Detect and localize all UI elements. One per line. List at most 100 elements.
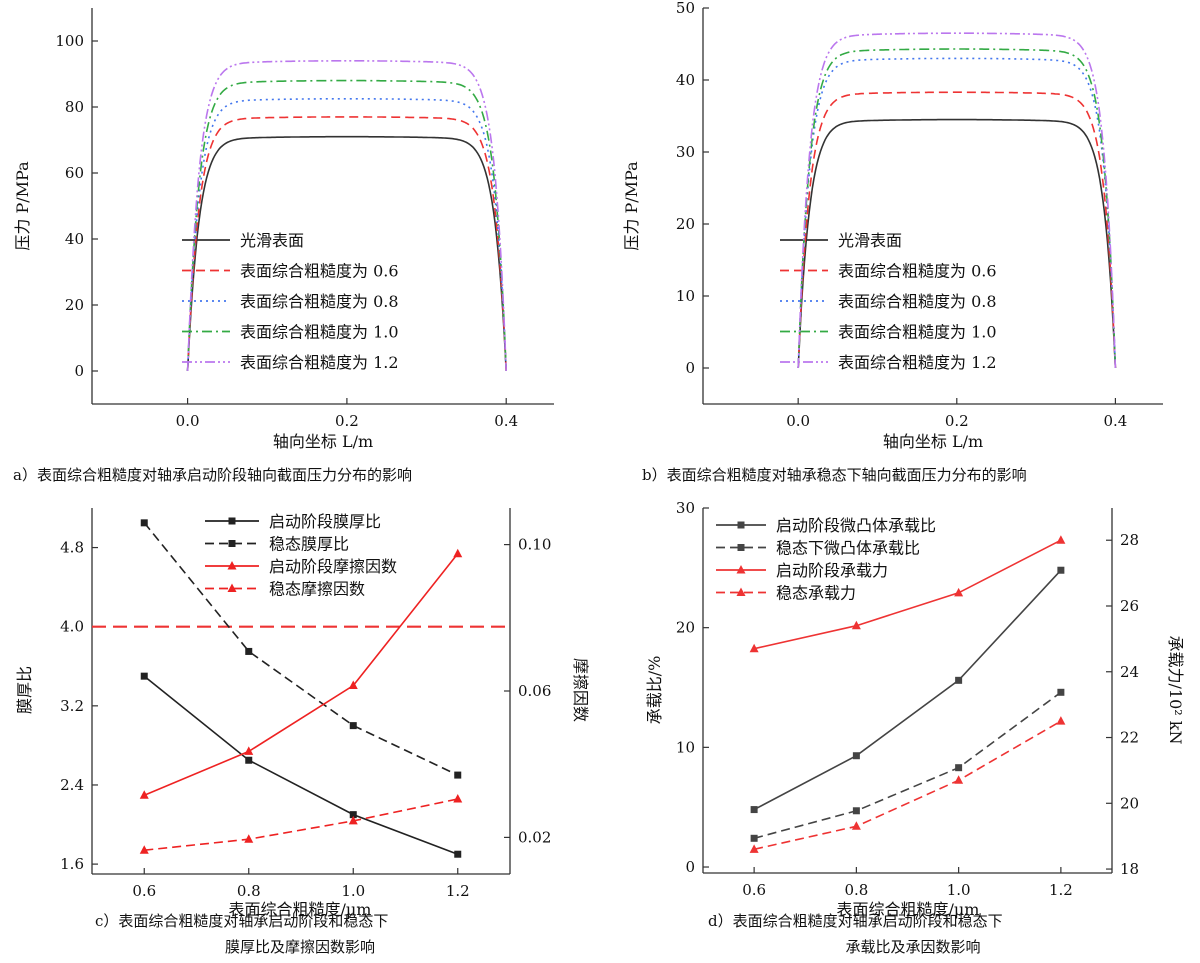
legend-label-2: 启动阶段摩擦因数 [269,557,397,576]
y-tick-label: 40 [676,71,695,89]
x-tick-label: 0.4 [494,412,518,430]
legend-label-0: 光滑表面 [838,231,902,250]
series-line-4 [186,60,507,372]
data-point-square [454,850,462,858]
legend-label-3: 表面综合粗糙度为 1.0 [240,323,399,342]
y-axis-label: 承载比/% [645,656,664,725]
series-line-0 [143,675,458,855]
legend-label-0: 光滑表面 [240,231,304,250]
data-point-square [955,676,963,684]
data-point-triangle [453,548,463,558]
series-line-1 [753,691,1062,840]
series-line-0 [797,118,1117,369]
series-line-3 [753,720,1062,851]
data-point-square [1057,688,1065,696]
y-tick-label: 30 [676,499,695,517]
caption-d-line-0: d）表面综合粗糙度对轴承启动阶段和稳态下 [708,912,1003,930]
x-tick-label: 1.0 [947,881,971,899]
data-point-square [140,519,148,527]
y-tick-label: 0 [685,359,695,377]
data-point-square [454,771,462,779]
series-line-2 [753,539,1062,650]
y-tick-label: 60 [65,164,84,182]
data-point-square [955,764,963,772]
data-point-square [750,834,758,842]
legend-label-3: 稳态承载力 [776,584,856,603]
y-right-tick-label: 22 [1120,729,1139,747]
y-right-tick-label: 20 [1120,794,1139,812]
data-point-triangle [244,746,254,755]
caption-d-line-1: 承载比及承因数影响 [845,938,980,956]
captions: a）表面综合粗糙度对轴承启动阶段轴向截面压力分布的影响 b）表面综合粗糙度对轴承稳… [13,466,1027,956]
legend-marker [227,561,237,570]
data-point-triangle [851,620,861,630]
panel-a: 0.0 0.2 0.4 0 20 40 60 80 100 轴向坐标 L/m 压力 P/MPa 光滑表… [13,8,554,451]
x-tick-label: 1.2 [1049,881,1073,899]
series-line-3 [144,798,458,851]
data-point-square [750,806,758,814]
y-right-tick-label: 18 [1120,860,1139,878]
y-tick-label: 40 [65,230,84,248]
series-line-1 [797,91,1117,369]
caption-c-line-1: 膜厚比及摩擦因数影响 [225,938,375,956]
data-point-triangle [1056,535,1066,544]
series-line-1 [143,522,459,776]
series-line-2 [797,57,1117,369]
x-tick-label: 0.8 [237,882,261,900]
data-point-triangle [749,844,759,853]
y-right-tick-label: 28 [1120,531,1139,549]
x-tick-label: 0.0 [176,412,200,430]
data-point-square [245,647,253,655]
y-tick-label: 4.8 [60,539,84,557]
y-tick-label: 20 [65,296,84,314]
data-point-square [140,672,148,680]
caption-c-line-0: c）表面综合粗糙度对轴承启动阶段和稳态下 [95,912,388,930]
x-tick-label: 1.0 [341,882,365,900]
legend-label-1: 稳态下微凸体承载比 [776,539,920,558]
data-point-triangle [348,680,358,690]
data-point-triangle [139,790,149,799]
legend-label-3: 稳态摩擦因数 [269,580,365,599]
x-axis-label: 表面综合粗糙度/μm [837,900,980,919]
x-axis-label: 表面综合粗糙度/μm [229,900,372,919]
data-point-square [349,811,357,819]
y-tick-label: 10 [676,738,695,756]
x-axis-label: 轴向坐标 L/m [883,432,983,451]
legend-marker [228,540,236,547]
y-tick-label: 80 [65,98,84,116]
data-point-triangle [453,793,463,803]
caption-b-line-0: b）表面综合粗糙度对轴承稳态下轴向截面压力分布的影响 [642,466,1027,484]
x-tick-label: 0.0 [786,412,810,430]
data-point-triangle [348,815,358,825]
y-axis-label: 膜厚比 [15,666,34,714]
series-line-3 [186,79,507,372]
series-line-4 [797,32,1117,369]
y-tick-label: 4.0 [60,618,84,636]
legend-marker [228,517,236,525]
data-point-triangle [749,643,759,653]
y-right-tick-label: 26 [1120,597,1139,615]
panel-d: 0.6 0.8 1.0 1.2 0 10 20 30 18 20 22 24 26 28 表面综合粗糙度/μ… [645,499,1185,919]
y-right-tick-label: 0.02 [518,828,551,846]
legend-marker [736,587,746,596]
x-tick-label: 0.2 [945,412,969,430]
legend-label-1: 表面综合粗糙度为 0.6 [838,262,997,281]
y-tick-label: 50 [676,0,695,17]
series-line-2 [143,553,459,797]
legend-label-1: 表面综合粗糙度为 0.6 [240,262,399,281]
y-axis-label: 压力 P/MPa [622,161,641,251]
y-axis-label: 压力 P/MPa [13,161,32,251]
data-point-triangle [954,775,964,784]
x-tick-label: 0.4 [1103,412,1127,430]
legend-label-2: 表面综合粗糙度为 0.8 [240,292,399,311]
series-line-3 [797,48,1117,369]
y-tick-label: 0 [685,858,695,876]
data-point-square [245,756,253,764]
legend-label-0: 启动阶段膜厚比 [269,512,381,531]
data-point-triangle [954,587,964,597]
data-point-triangle [1056,716,1066,725]
legend-marker [227,583,237,592]
caption-a-line-0: a）表面综合粗糙度对轴承启动阶段轴向截面压力分布的影响 [13,466,412,484]
